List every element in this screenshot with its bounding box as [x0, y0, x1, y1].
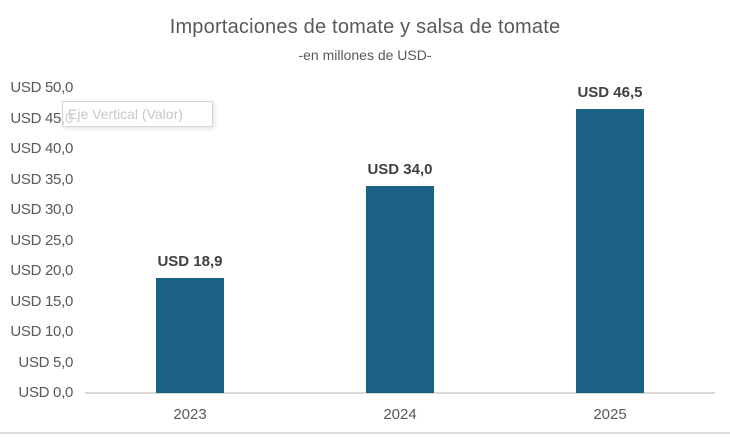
bar-value-label[interactable]: USD 34,0	[367, 161, 433, 178]
x-axis-tick-label[interactable]: 2025	[593, 406, 627, 423]
y-axis-tick-label[interactable]: USD 35,0	[10, 170, 73, 188]
bar-value-label[interactable]: USD 46,5	[577, 84, 643, 101]
y-axis-tick-label[interactable]: USD 20,0	[10, 262, 73, 279]
y-axis-tick-label[interactable]: USD 0,0	[18, 384, 73, 401]
x-axis-tick-label[interactable]: 2024	[383, 406, 417, 423]
y-axis-tick-label[interactable]: USD 25,0	[10, 231, 73, 249]
x-axis-line[interactable]	[85, 392, 715, 394]
bar-2023[interactable]	[156, 278, 224, 393]
bar-value-label[interactable]: USD 18,9	[157, 253, 223, 270]
bottom-divider	[0, 432, 730, 434]
bar-2025[interactable]	[576, 109, 644, 393]
y-axis-tick-label[interactable]: USD 45,0	[10, 109, 73, 127]
chart-subtitle[interactable]: -en millones de USD-	[298, 47, 432, 63]
axis-tooltip-label: Eje Vertical (Valor)	[68, 106, 183, 122]
y-axis-tick-label[interactable]: USD 40,0	[10, 140, 73, 157]
y-axis-tick-label[interactable]: USD 50,0	[10, 79, 73, 96]
y-axis-tick-label[interactable]: USD 10,0	[10, 323, 73, 340]
x-axis-tick-label[interactable]: 2023	[173, 406, 207, 423]
chart-title[interactable]: Importaciones de tomate y salsa de tomat…	[169, 16, 561, 38]
bar-2024[interactable]	[366, 186, 434, 393]
y-axis-tick-label[interactable]: USD 5,0	[18, 353, 73, 371]
y-axis-tick-label[interactable]: USD 15,0	[10, 292, 73, 310]
axis-tooltip: Eje Vertical (Valor)	[62, 101, 213, 127]
y-axis-tick-label[interactable]: USD 30,0	[10, 201, 73, 218]
